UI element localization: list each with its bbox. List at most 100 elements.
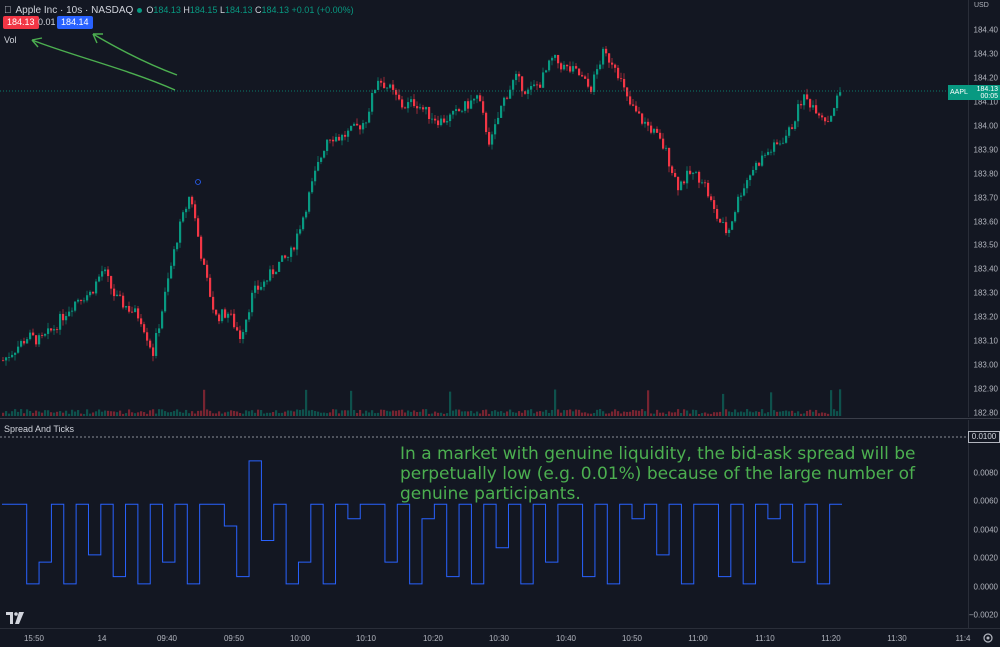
volume-bar [170, 412, 173, 416]
candle-body [275, 271, 278, 275]
volume-bar [149, 410, 152, 416]
annotation-text: In a market with genuine liquidity, the … [400, 444, 916, 504]
time-tick-label: 09:40 [156, 634, 178, 643]
volume-bar [659, 412, 662, 416]
volume-bar [548, 412, 551, 416]
volume-bar [80, 413, 83, 416]
candle-body [719, 218, 722, 223]
candle-body [329, 139, 332, 141]
price-chart-pane[interactable] [0, 0, 968, 417]
candle-body [398, 94, 401, 100]
volume-bar [335, 409, 338, 416]
volume-bar [770, 392, 773, 416]
candle-body [323, 150, 326, 158]
price-tick-label: 184.20 [973, 73, 998, 83]
candle-body [152, 347, 155, 356]
ask-price-button[interactable]: 184.14 [57, 16, 93, 29]
candle-body [233, 313, 236, 328]
volume-bar [431, 413, 434, 416]
candle-body [437, 120, 440, 126]
candle-body [176, 242, 179, 250]
candle-body [782, 142, 785, 144]
symbol-title[interactable]: Apple Inc · 10s · NASDAQ [8, 4, 134, 16]
candle-body [596, 69, 599, 75]
volume-bar [758, 411, 761, 416]
volume-bar [809, 409, 812, 416]
volume-bar [326, 413, 329, 416]
volume-bar [803, 413, 806, 416]
indicator-title[interactable]: Spread And Ticks [4, 424, 75, 434]
volume-bar [506, 411, 509, 416]
candle-body [65, 315, 68, 321]
volume-bar [395, 410, 398, 416]
volume-bar [650, 413, 653, 416]
candle-body [836, 95, 839, 109]
tradingview-logo-icon[interactable] [6, 612, 26, 624]
price-axis[interactable]: 184.40 184.30 184.20 184.10 184.00 183.90 183.… [968, 0, 1000, 418]
price-tick-label: 183.80 [973, 169, 998, 179]
candlestick-series [2, 46, 842, 366]
candle-body [620, 78, 623, 80]
price-tick-label: 183.50 [973, 240, 998, 250]
candle-body [422, 107, 425, 110]
candle-body [50, 328, 53, 331]
candle-body [290, 247, 293, 257]
bid-price-button[interactable]: 184.13 [3, 16, 39, 29]
volume-bar [377, 412, 380, 416]
volume-bar [422, 409, 425, 416]
volume-bar [92, 412, 95, 416]
volume-bar [365, 410, 368, 416]
candle-body [44, 333, 47, 336]
volume-bar [656, 409, 659, 416]
volume-bar [638, 410, 641, 416]
pane-divider[interactable] [0, 418, 1000, 419]
currency-label[interactable]: USD [974, 2, 989, 9]
volume-bar [731, 412, 734, 416]
candle-body [26, 339, 29, 344]
volume-bar [158, 409, 161, 416]
volume-bar [350, 390, 353, 416]
candle-body [704, 182, 707, 184]
volume-bar [503, 412, 506, 416]
volume-bar [260, 410, 263, 416]
volume-bar [104, 410, 107, 416]
price-tick-label: 184.10 [973, 97, 998, 107]
spread-axis-tag: 0.0100 [968, 431, 1000, 443]
candle-body [746, 180, 749, 189]
candle-body [314, 170, 317, 182]
candle-body [368, 111, 371, 123]
spread-axis[interactable]: 0.0080 0.0060 0.0040 0.0020 0.0000 −0.0020 [968, 420, 1000, 628]
candle-body [146, 332, 149, 341]
candle-body [587, 78, 590, 87]
candle-body [665, 147, 668, 149]
volume-bar [323, 412, 326, 416]
candle-body [470, 100, 473, 109]
symbol-legend[interactable]:  Apple Inc · 10s · NASDAQ O184.13 H184.… [4, 3, 354, 17]
volume-bar [188, 413, 191, 416]
volume-bar [752, 412, 755, 416]
volume-bar [257, 409, 260, 416]
spread-indicator-pane[interactable] [0, 420, 968, 628]
candle-body [83, 300, 86, 302]
volume-bar [683, 409, 686, 416]
volume-bar [173, 410, 176, 416]
candle-body [779, 143, 782, 145]
candle-body [389, 84, 392, 88]
candle-body [32, 332, 35, 336]
candle-body [710, 196, 713, 201]
candle-body [794, 121, 797, 129]
green-arrows [31, 33, 178, 91]
candle-body [701, 182, 704, 184]
volume-label[interactable]: Vol [4, 35, 17, 45]
gear-icon[interactable] [982, 632, 994, 644]
candle-body [401, 99, 404, 108]
candle-body [647, 121, 650, 126]
candle-body [743, 188, 746, 196]
candle-body [533, 84, 536, 86]
volume-bar [728, 411, 731, 416]
volume-bar [254, 412, 257, 416]
time-axis[interactable]: 15:50 14 09:40 09:50 10:00 10:10 10:20 10:30 10:… [0, 628, 1000, 647]
volume-bar [686, 410, 689, 416]
volume-bar [701, 413, 704, 416]
candle-body [41, 335, 44, 336]
